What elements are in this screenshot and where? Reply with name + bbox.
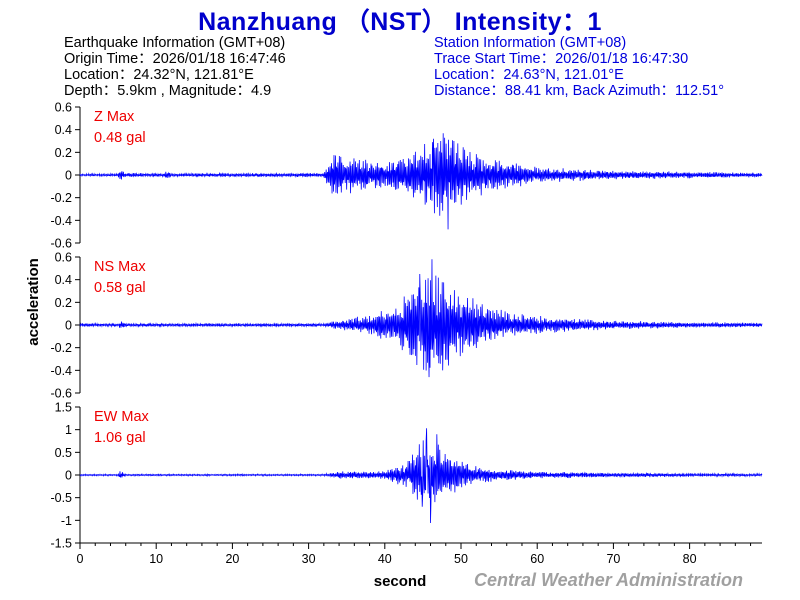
y-tick-label: 0.2 (55, 296, 72, 310)
y-tick-label: 0 (65, 319, 72, 333)
earthquake-info-heading: Earthquake Information (GMT+08) (64, 35, 286, 51)
y-tick-label: -1.5 (50, 537, 72, 551)
depth-magnitude: Depth：5.9km , Magnitude：4.9 (64, 83, 272, 99)
max-label-ew: EW Max (94, 409, 150, 425)
y-tick-label: -0.6 (50, 387, 72, 401)
y-tick-label: 1.5 (55, 401, 72, 415)
y-tick-label: -0.4 (50, 214, 72, 228)
x-tick-label: 40 (378, 552, 392, 566)
x-tick-label: 20 (225, 552, 239, 566)
x-axis-label: second (374, 573, 427, 590)
trace-ns (79, 259, 763, 378)
station-info-heading: Station Information (GMT+08) (434, 35, 627, 51)
max-label-ns: NS Max (94, 259, 146, 275)
y-tick-label: 0.6 (55, 251, 72, 265)
max-value-ew: 1.06 gal (94, 430, 146, 446)
x-tick-label: 70 (606, 552, 620, 566)
x-tick-label: 50 (454, 552, 468, 566)
y-tick-label: 0 (65, 169, 72, 183)
credit-label: Central Weather Administration (474, 570, 744, 590)
y-tick-label: -0.2 (50, 341, 72, 355)
y-tick-label: 0.5 (55, 446, 72, 460)
station-info: Station Information (GMT+08) Trace Start… (434, 35, 724, 99)
max-label-z: Z Max (94, 109, 135, 125)
x-tick-label: 0 (77, 552, 84, 566)
y-tick-label: -0.6 (50, 237, 72, 251)
y-tick-label: 0.4 (55, 123, 72, 137)
y-tick-label: 0.2 (55, 146, 72, 160)
origin-time: Origin Time：2026/01/18 16:47:46 (64, 51, 286, 67)
distance-azimuth: Distance：88.41 km, Back Azimuth：112.51° (434, 83, 725, 99)
trace-ew (79, 428, 763, 524)
y-tick-label: -0.4 (50, 364, 72, 378)
station-location: Location：24.63°N, 121.01°E (434, 67, 624, 83)
y-tick-label: 0.6 (55, 101, 72, 115)
max-value-z: 0.48 gal (94, 130, 146, 146)
max-value-ns: 0.58 gal (94, 280, 146, 296)
y-tick-label: -0.2 (50, 191, 72, 205)
chart-title: Nanzhuang （NST） Intensity：1 (198, 8, 602, 36)
y-tick-label: -0.5 (50, 491, 72, 505)
y-tick-label: 1 (65, 423, 72, 437)
earthquake-info: Earthquake Information (GMT+08) Origin T… (64, 35, 286, 99)
x-tick-label: 10 (149, 552, 163, 566)
x-tick-label: 60 (530, 552, 544, 566)
trace-start-time: Trace Start Time：2026/01/18 16:47:30 (434, 51, 689, 67)
epicenter-location: Location：24.32°N, 121.81°E (64, 67, 254, 83)
x-tick-label: 30 (302, 552, 316, 566)
y-tick-label: -1 (61, 514, 72, 528)
x-tick-label: 80 (683, 552, 697, 566)
y-tick-label: 0 (65, 469, 72, 483)
y-axis-label: acceleration (25, 258, 42, 346)
trace-z (79, 133, 763, 230)
y-tick-label: 0.4 (55, 273, 72, 287)
